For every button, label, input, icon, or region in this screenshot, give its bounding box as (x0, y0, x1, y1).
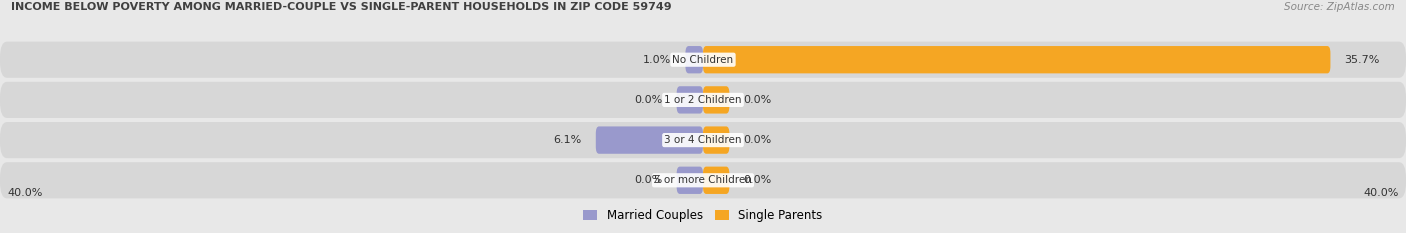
FancyBboxPatch shape (0, 42, 1406, 78)
Text: 35.7%: 35.7% (1344, 55, 1379, 65)
Text: 6.1%: 6.1% (554, 135, 582, 145)
FancyBboxPatch shape (703, 167, 730, 194)
Text: Source: ZipAtlas.com: Source: ZipAtlas.com (1284, 2, 1395, 12)
FancyBboxPatch shape (0, 82, 1406, 118)
FancyBboxPatch shape (676, 86, 703, 113)
Text: 0.0%: 0.0% (634, 175, 662, 185)
Text: INCOME BELOW POVERTY AMONG MARRIED-COUPLE VS SINGLE-PARENT HOUSEHOLDS IN ZIP COD: INCOME BELOW POVERTY AMONG MARRIED-COUPL… (11, 2, 672, 12)
Text: 1.0%: 1.0% (643, 55, 672, 65)
Text: No Children: No Children (672, 55, 734, 65)
Text: 5 or more Children: 5 or more Children (654, 175, 752, 185)
Text: 1 or 2 Children: 1 or 2 Children (664, 95, 742, 105)
Text: 0.0%: 0.0% (744, 135, 772, 145)
FancyBboxPatch shape (703, 86, 730, 113)
FancyBboxPatch shape (596, 127, 703, 154)
Legend: Married Couples, Single Parents: Married Couples, Single Parents (579, 205, 827, 227)
Text: 0.0%: 0.0% (744, 175, 772, 185)
FancyBboxPatch shape (703, 127, 730, 154)
Text: 0.0%: 0.0% (744, 95, 772, 105)
Text: 3 or 4 Children: 3 or 4 Children (664, 135, 742, 145)
FancyBboxPatch shape (686, 46, 703, 73)
Text: 0.0%: 0.0% (634, 95, 662, 105)
FancyBboxPatch shape (676, 167, 703, 194)
FancyBboxPatch shape (0, 122, 1406, 158)
Text: 40.0%: 40.0% (7, 188, 42, 198)
Text: 40.0%: 40.0% (1364, 188, 1399, 198)
FancyBboxPatch shape (703, 46, 1330, 73)
FancyBboxPatch shape (0, 162, 1406, 198)
